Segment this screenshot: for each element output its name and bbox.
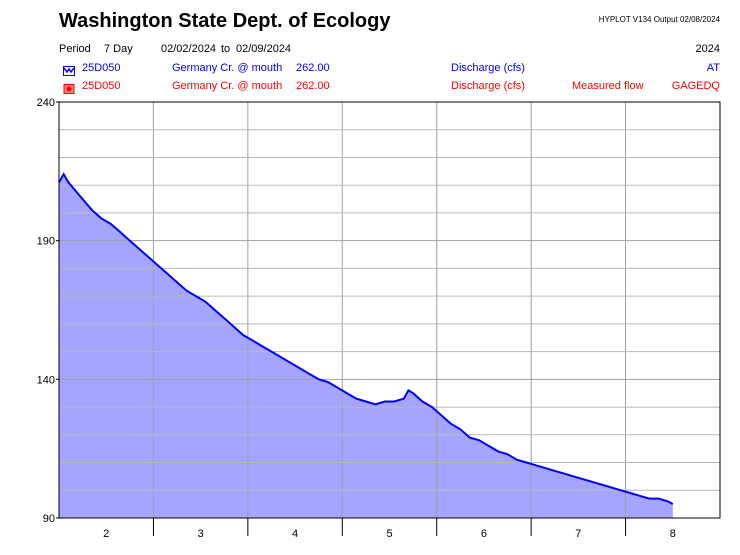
- site-name: Germany Cr. @ mouth: [172, 62, 283, 74]
- x-tick-label: 8: [670, 528, 676, 540]
- page-title: Washington State Dept. of Ecology: [59, 10, 391, 32]
- x-tick-label: 6: [481, 528, 487, 540]
- y-tick-label: 90: [43, 513, 55, 525]
- y-tick-label: 190: [37, 236, 55, 248]
- discharge-line: [58, 172, 674, 505]
- site-value: 262.00: [296, 62, 330, 74]
- measured-flow-label: Measured flow: [572, 80, 644, 92]
- date-from: 02/02/2024: [161, 43, 217, 55]
- site-value: 262.00: [296, 80, 330, 92]
- plot-frame: [58, 101, 721, 519]
- x-tick-label: 7: [575, 528, 581, 540]
- date-to: 02/09/2024: [236, 43, 292, 55]
- discharge-area: [59, 174, 673, 518]
- output-date: Output 02/08/2024: [653, 15, 720, 24]
- x-tick-label: 3: [198, 528, 204, 540]
- x-tick-label: 2: [103, 528, 109, 540]
- x-tick-label: 4: [292, 528, 298, 540]
- program-name: HYPLOT V134: [598, 15, 652, 24]
- program-version: HYPLOT V134 Output 02/08/2024: [599, 15, 720, 24]
- series-code: AT: [706, 62, 720, 74]
- x-tick-label: 5: [386, 528, 392, 540]
- site-name: Germany Cr. @ mouth: [172, 80, 283, 92]
- hydrograph-icon: [63, 63, 75, 76]
- parameter-label: Discharge (cfs): [451, 80, 525, 92]
- parameter-label: Discharge (cfs): [451, 62, 525, 74]
- year-label: 2024: [695, 43, 720, 55]
- period-value: 7 Day: [104, 43, 133, 55]
- measured-flow-icon: [63, 81, 75, 94]
- station-id: 25D050: [82, 62, 121, 74]
- station-id: 25D050: [82, 80, 121, 92]
- y-tick-label: 140: [37, 374, 55, 386]
- series-code: GAGEDQ: [671, 80, 720, 92]
- y-tick-label: 240: [37, 97, 55, 109]
- to-label: to: [221, 43, 231, 55]
- period-label: Period: [59, 43, 91, 55]
